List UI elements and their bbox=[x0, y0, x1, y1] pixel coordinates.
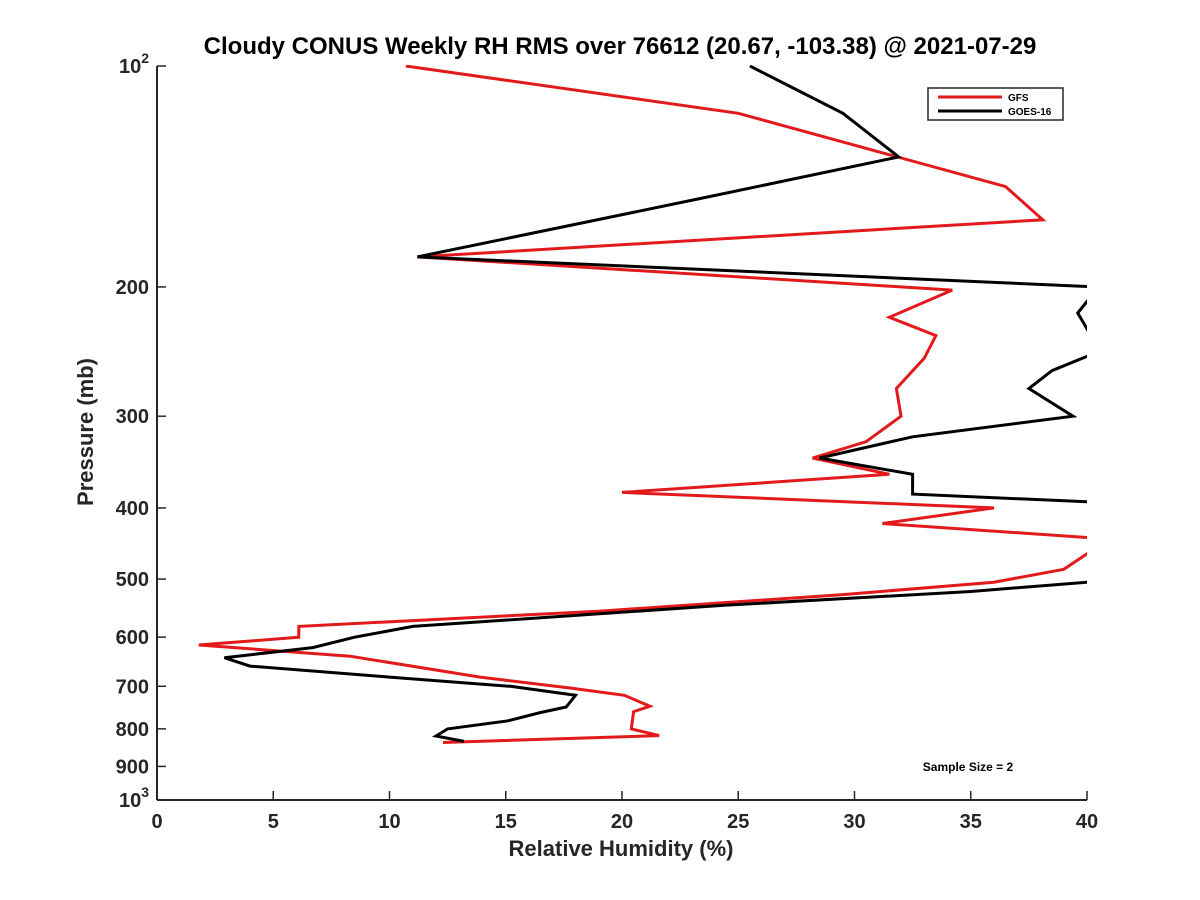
x-tick-label: 30 bbox=[843, 811, 865, 833]
y-tick-label: 700 bbox=[116, 676, 149, 698]
x-tick-label: 25 bbox=[727, 811, 749, 833]
y-tick-label-base: 10 bbox=[119, 56, 141, 78]
x-tick-label: 15 bbox=[495, 811, 517, 833]
y-axis-label: Pressure (mb) bbox=[73, 358, 98, 506]
y-tick-label-base: 10 bbox=[119, 790, 141, 812]
legend-entry: GOES-16 bbox=[1008, 107, 1052, 118]
series-group bbox=[198, 65, 1087, 744]
y-tick-label: 200 bbox=[116, 277, 149, 299]
y-tick-label: 103 bbox=[119, 784, 149, 812]
y-tick-label: 600 bbox=[116, 627, 149, 649]
y-tick-label: 400 bbox=[116, 498, 149, 520]
x-tick-label: 35 bbox=[960, 811, 982, 833]
y-tick-label: 102 bbox=[119, 50, 149, 78]
plot-area: 0 5 10 15 20 25 30 35 40102200300400500600700800… bbox=[116, 50, 1099, 833]
y-tick-label: 900 bbox=[116, 756, 149, 778]
x-tick-label: 0 bbox=[151, 811, 162, 833]
series-line-gfs bbox=[198, 65, 1087, 744]
x-tick-label: 20 bbox=[611, 811, 633, 833]
y-tick-label: 300 bbox=[116, 406, 149, 428]
y-tick-label-exponent: 3 bbox=[141, 784, 149, 800]
legend-box bbox=[927, 87, 1064, 121]
y-tick-label: 800 bbox=[116, 719, 149, 741]
series-line-goes-16 bbox=[223, 65, 1087, 743]
y-tick-label-exponent: 2 bbox=[141, 50, 149, 66]
x-tick-label: 40 bbox=[1076, 811, 1098, 833]
x-axis-label: Relative Humidity (%) bbox=[509, 836, 734, 861]
sample-size-annotation: Sample Size = 2 bbox=[923, 760, 1014, 774]
x-tick-label: 10 bbox=[378, 811, 400, 833]
legend-entry: GFS bbox=[1008, 93, 1029, 104]
y-tick-label: 500 bbox=[116, 569, 149, 591]
chart-title: Cloudy CONUS Weekly RH RMS over 76612 (2… bbox=[204, 33, 1037, 60]
x-tick-label: 5 bbox=[268, 811, 279, 833]
